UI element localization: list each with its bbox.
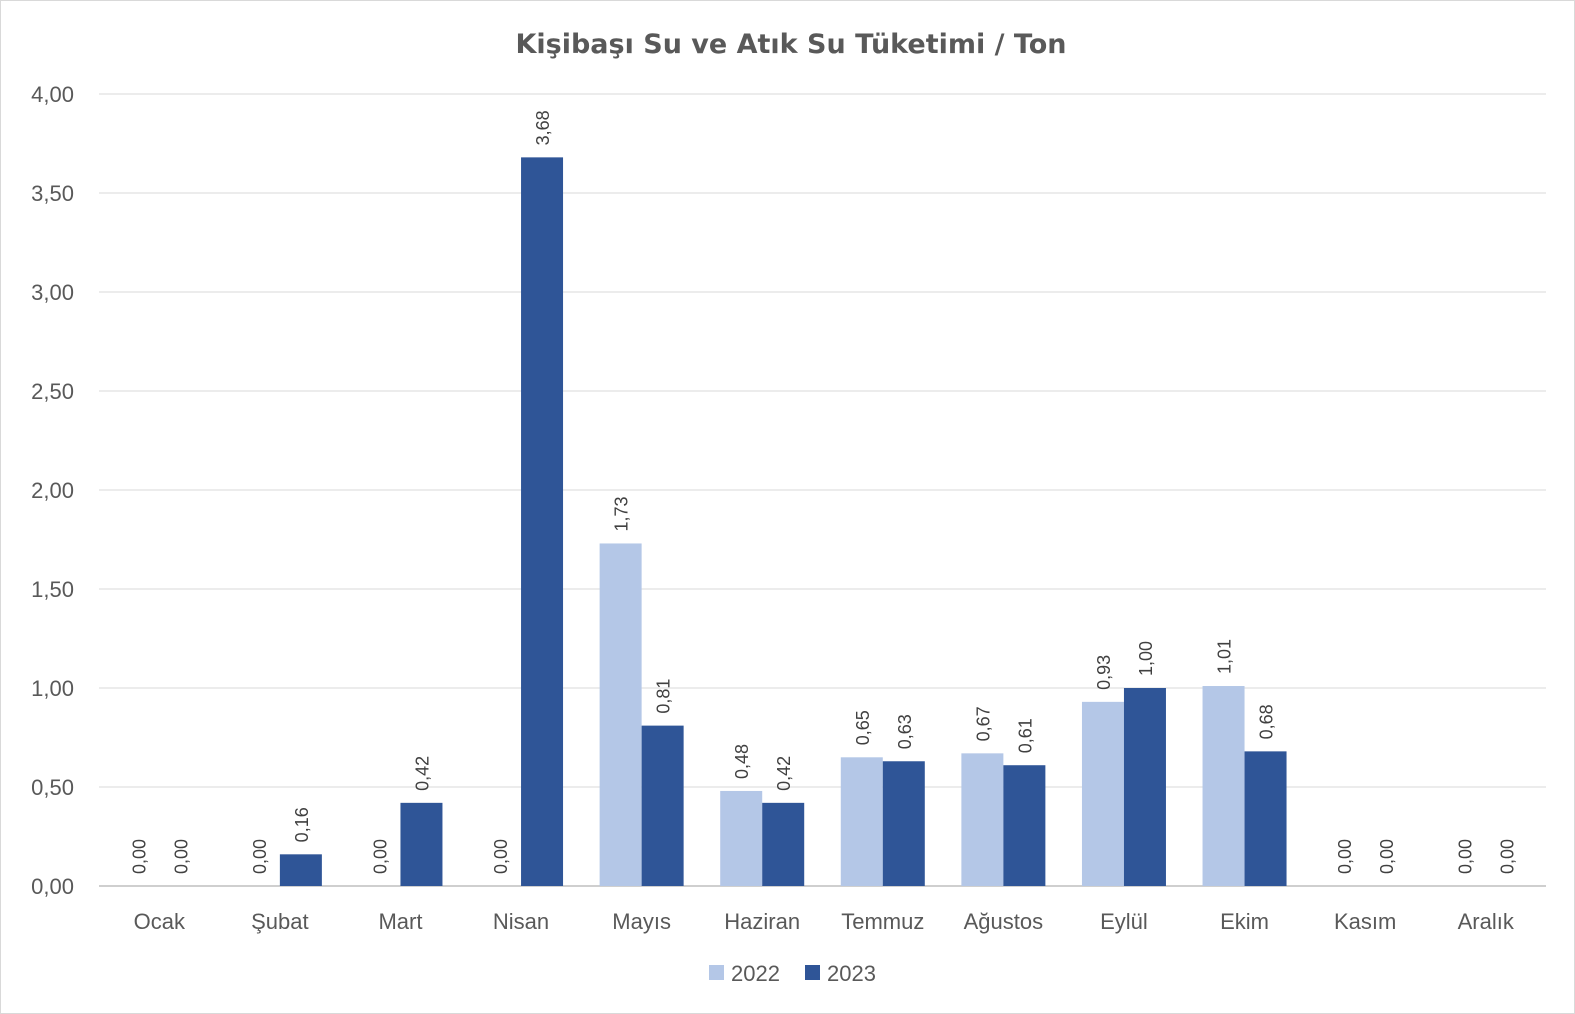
bar-2022 [961, 753, 1004, 886]
data-label: 1,00 [1136, 641, 1156, 676]
data-label: 0,42 [774, 756, 794, 791]
data-label: 0,00 [1456, 839, 1476, 874]
bar-2023 [1003, 765, 1046, 886]
x-tick-label: Ocak [134, 909, 186, 934]
bars [279, 157, 1287, 887]
legend-label: 2023 [827, 961, 876, 986]
data-label: 0,00 [370, 839, 390, 874]
y-tick-label: 1,50 [31, 577, 74, 602]
data-label: 0,63 [895, 714, 915, 749]
x-tick-label: Kasım [1334, 909, 1396, 934]
y-tick-label: 1,00 [31, 676, 74, 701]
bar-2022 [720, 790, 763, 886]
x-tick-label: Mart [378, 909, 422, 934]
bar-2023 [521, 157, 564, 887]
bar-2022 [840, 757, 883, 886]
data-label: 3,68 [533, 110, 553, 145]
y-tick-label: 3,50 [31, 181, 74, 206]
y-tick-label: 4,00 [31, 82, 74, 107]
data-label: 0,61 [1015, 718, 1035, 753]
bar-2022 [1081, 701, 1124, 886]
legend-label: 2022 [731, 961, 780, 986]
y-tick-label: 3,00 [31, 280, 74, 305]
x-axis-ticks: Ocak Şubat Mart Nisan Mayıs Haziran Temmuz Ağus… [134, 909, 1515, 934]
legend-item: 2023 [805, 961, 876, 986]
data-label: 0,48 [732, 744, 752, 779]
legend-item: 2022 [709, 961, 780, 986]
bar-2023 [400, 802, 443, 886]
bar-2023 [762, 802, 805, 886]
y-axis-ticks: 0,00 0,50 1,00 1,50 2,00 2,50 3,00 3,50 4,00 [31, 82, 74, 899]
bar-2023 [1123, 688, 1166, 886]
x-tick-label: Aralık [1458, 909, 1515, 934]
data-label: 0,00 [1498, 839, 1518, 874]
data-label: 1,01 [1215, 639, 1235, 674]
data-label: 0,00 [491, 839, 511, 874]
bar-2023 [279, 854, 322, 886]
data-label: 0,16 [292, 807, 312, 842]
y-tick-label: 2,50 [31, 379, 74, 404]
data-label: 0,00 [171, 839, 191, 874]
x-tick-label: Temmuz [841, 909, 924, 934]
data-label: 1,73 [612, 496, 632, 531]
bar-2022 [1202, 686, 1245, 886]
data-label: 0,68 [1257, 704, 1277, 739]
data-label: 0,00 [1377, 839, 1397, 874]
x-tick-label: Şubat [251, 909, 309, 934]
y-tick-label: 0,00 [31, 874, 74, 899]
legend-swatch [805, 965, 820, 980]
legend: 2022 2023 [709, 961, 876, 986]
data-label: 0,42 [412, 756, 432, 791]
data-label: 0,00 [129, 839, 149, 874]
bar-2023 [882, 761, 925, 886]
x-tick-label: Eylül [1100, 909, 1148, 934]
data-label: 0,00 [1335, 839, 1355, 874]
x-tick-label: Mayıs [612, 909, 671, 934]
bar-2023 [1244, 751, 1287, 886]
x-tick-label: Nisan [493, 909, 549, 934]
chart-title: Kişibaşı Su ve Atık Su Tüketimi / Ton [515, 29, 1066, 60]
grid-lines [99, 93, 1546, 887]
y-tick-label: 0,50 [31, 775, 74, 800]
y-tick-label: 2,00 [31, 478, 74, 503]
x-tick-label: Ağustos [964, 909, 1044, 934]
data-labels: 0,00 0,00 0,00 0,16 0,00 0,42 0,00 3,68 1,73 0,81… [129, 110, 1517, 874]
x-tick-label: Haziran [724, 909, 800, 934]
data-label: 0,00 [250, 839, 270, 874]
bar-2022 [599, 543, 642, 886]
data-label: 0,93 [1094, 655, 1114, 690]
data-label: 0,81 [654, 679, 674, 714]
data-label: 0,65 [853, 710, 873, 745]
bar-2023 [641, 725, 684, 886]
data-label: 0,67 [973, 706, 993, 741]
legend-swatch [709, 965, 724, 980]
x-tick-label: Ekim [1220, 909, 1269, 934]
